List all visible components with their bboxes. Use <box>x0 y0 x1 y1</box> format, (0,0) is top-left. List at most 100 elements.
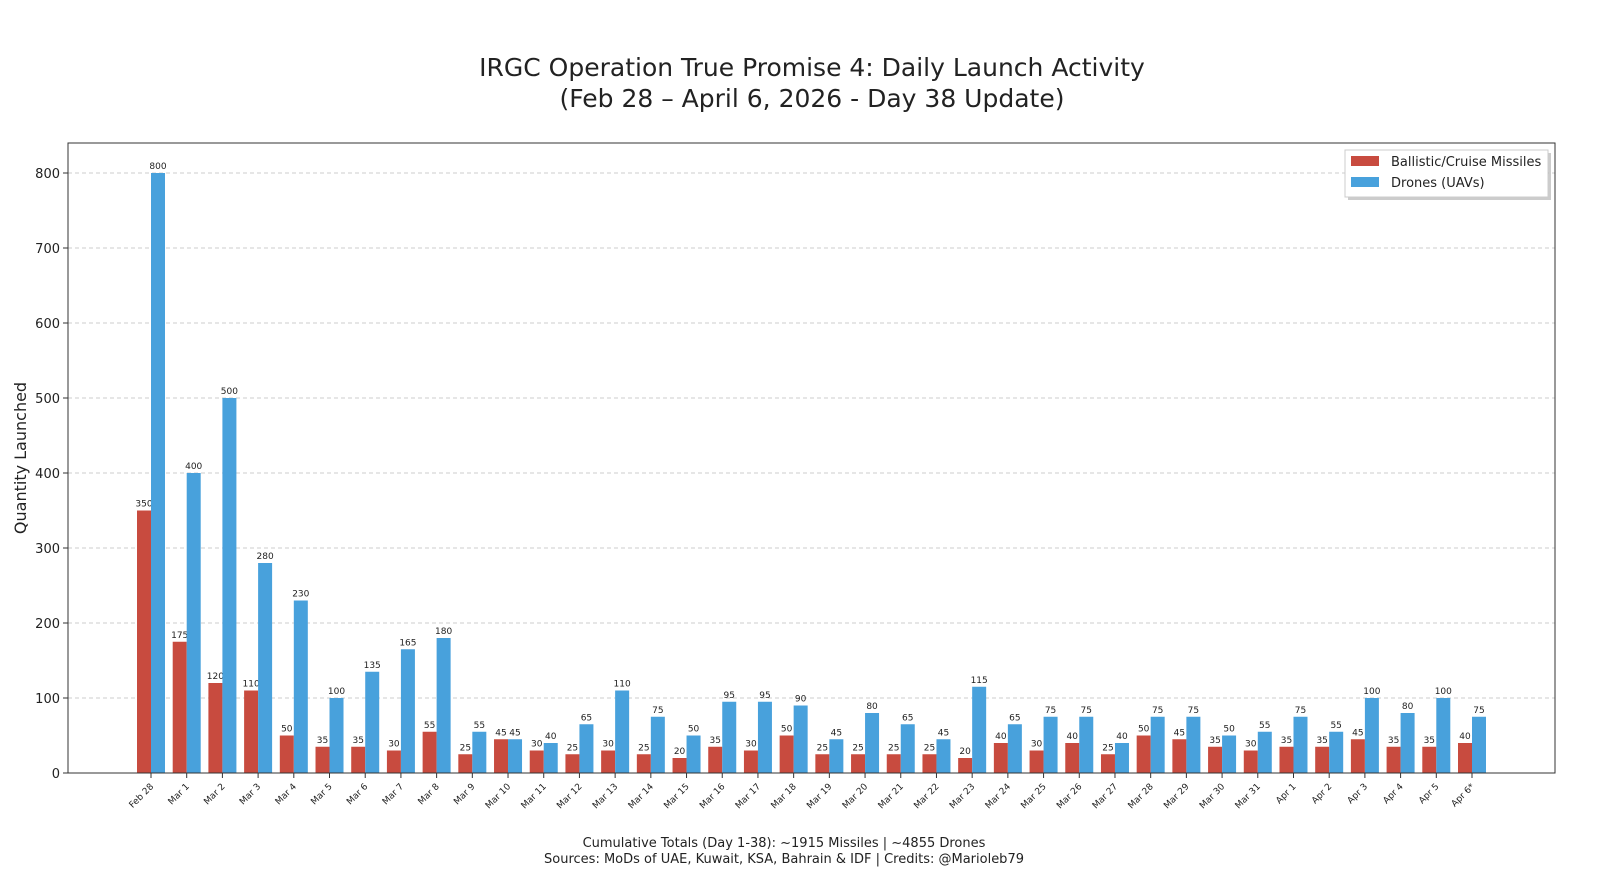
x-tick-label: Mar 8 <box>417 782 442 807</box>
x-tick-label: Mar 2 <box>202 782 227 807</box>
data-label-drones: 55 <box>474 721 485 731</box>
bar-drones <box>650 716 665 773</box>
bar-missiles <box>708 746 723 773</box>
chart-title: IRGC Operation True Promise 4: Daily Lau… <box>479 53 1145 82</box>
y-tick-label: 200 <box>35 617 60 632</box>
bar-missiles <box>636 754 651 773</box>
y-tick-label: 500 <box>35 392 60 407</box>
bars: 350 800 175 400 120 500 110 280 50 230 35 100 35 135 3… <box>135 162 1486 773</box>
y-tick-label: 100 <box>35 692 60 707</box>
data-label-missiles: 25 <box>924 743 935 753</box>
x-tick-label: Apr 3 <box>1346 782 1370 806</box>
chart-subtitle: (Feb 28 – April 6, 2026 - Day 38 Update) <box>560 84 1065 113</box>
bar-drones <box>258 563 273 773</box>
bar-missiles <box>601 750 616 773</box>
data-label-drones: 45 <box>831 728 842 738</box>
bar-drones <box>1293 716 1308 773</box>
bar-missiles <box>672 758 687 773</box>
x-tick-label: Mar 5 <box>309 782 334 807</box>
bar-missiles <box>993 743 1008 773</box>
data-label-drones: 110 <box>614 680 631 690</box>
bar-missiles <box>1350 739 1365 773</box>
data-label-missiles: 25 <box>638 743 649 753</box>
bar-missiles <box>208 683 223 773</box>
data-label-missiles: 35 <box>710 736 721 746</box>
x-tick-label: Mar 6 <box>345 782 370 807</box>
data-label-missiles: 45 <box>495 728 506 738</box>
x-tick-label: Mar 26 <box>1055 782 1084 811</box>
data-label-missiles: 25 <box>1102 743 1113 753</box>
x-tick-label: Apr 1 <box>1274 782 1298 806</box>
data-label-drones: 45 <box>509 728 520 738</box>
data-label-drones: 75 <box>1081 706 1092 716</box>
y-tick-label: 300 <box>35 542 60 557</box>
x-tick-label: Mar 10 <box>484 782 513 811</box>
grid <box>68 172 1555 699</box>
bar-drones <box>400 649 415 773</box>
x-tick-label: Mar 11 <box>520 782 549 811</box>
x-tick-label: Mar 31 <box>1234 782 1263 811</box>
data-label-missiles: 45 <box>1352 728 1363 738</box>
x-tick-label: Mar 21 <box>877 782 906 811</box>
data-label-drones: 40 <box>1116 732 1128 742</box>
data-label-missiles: 20 <box>674 747 686 757</box>
y-tick-label: 0 <box>52 767 60 782</box>
bar-missiles <box>315 746 330 773</box>
data-label-drones: 65 <box>902 713 913 723</box>
x-tick-label: Mar 24 <box>984 782 1013 811</box>
data-label-missiles: 350 <box>135 500 152 510</box>
x-tick-label: Apr 5 <box>1417 782 1441 806</box>
x-tick-label: Mar 29 <box>1162 782 1191 811</box>
data-label-missiles: 35 <box>1281 736 1292 746</box>
data-label-missiles: 50 <box>781 725 793 735</box>
bar-drones <box>1186 716 1201 773</box>
data-label-missiles: 35 <box>1424 736 1435 746</box>
data-label-missiles: 40 <box>1067 732 1079 742</box>
bar-missiles <box>1386 746 1401 773</box>
x-tick-label: Mar 12 <box>555 782 584 811</box>
data-label-drones: 100 <box>328 687 345 697</box>
data-label-missiles: 175 <box>171 631 188 641</box>
data-label-drones: 400 <box>185 462 202 472</box>
bar-drones <box>1079 716 1094 773</box>
x-tick-label: Mar 23 <box>948 782 977 811</box>
x-tick-label: Mar 18 <box>770 782 799 811</box>
data-label-missiles: 30 <box>531 740 543 750</box>
bar-missiles <box>529 750 544 773</box>
data-label-drones: 50 <box>688 725 700 735</box>
data-label-drones: 115 <box>971 676 988 686</box>
x-tick-label: Mar 25 <box>1019 782 1048 811</box>
data-label-drones: 95 <box>759 691 770 701</box>
bar-drones <box>829 739 844 773</box>
bar-missiles <box>244 690 259 773</box>
bar-drones <box>1400 713 1415 773</box>
y-tick-label: 400 <box>35 467 60 482</box>
x-tick-label: Apr 6* <box>1450 782 1478 810</box>
bar-missiles <box>922 754 937 773</box>
bar-missiles <box>279 735 294 773</box>
data-label-drones: 75 <box>1295 706 1306 716</box>
bar-drones <box>1364 698 1379 773</box>
bar-drones <box>436 638 451 773</box>
y-tick-label: 800 <box>35 167 60 182</box>
bar-drones <box>329 698 344 773</box>
bar-drones <box>1472 716 1486 773</box>
x-tick-label: Mar 7 <box>381 782 406 807</box>
x-axis: Feb 28 Mar 1 Mar 2 Mar 3 Mar 4 Mar 5 Mar 6 Mar … <box>128 773 1478 811</box>
bar-drones <box>508 739 523 773</box>
data-label-missiles: 30 <box>1031 740 1043 750</box>
bar-drones <box>936 739 951 773</box>
bar-drones <box>1114 743 1129 773</box>
bar-missiles <box>815 754 830 773</box>
data-label-drones: 75 <box>652 706 663 716</box>
bar-missiles <box>1100 754 1115 773</box>
data-label-drones: 75 <box>1045 706 1056 716</box>
bar-drones <box>1436 698 1451 773</box>
footer-totals: Cumulative Totals (Day 1-38): ~1915 Miss… <box>583 836 986 851</box>
data-label-missiles: 25 <box>888 743 899 753</box>
legend-label-missiles: Ballistic/Cruise Missiles <box>1391 155 1542 170</box>
x-tick-label: Mar 9 <box>452 782 477 807</box>
bar-drones <box>151 173 165 773</box>
data-label-missiles: 25 <box>567 743 578 753</box>
data-label-missiles: 40 <box>1459 732 1471 742</box>
